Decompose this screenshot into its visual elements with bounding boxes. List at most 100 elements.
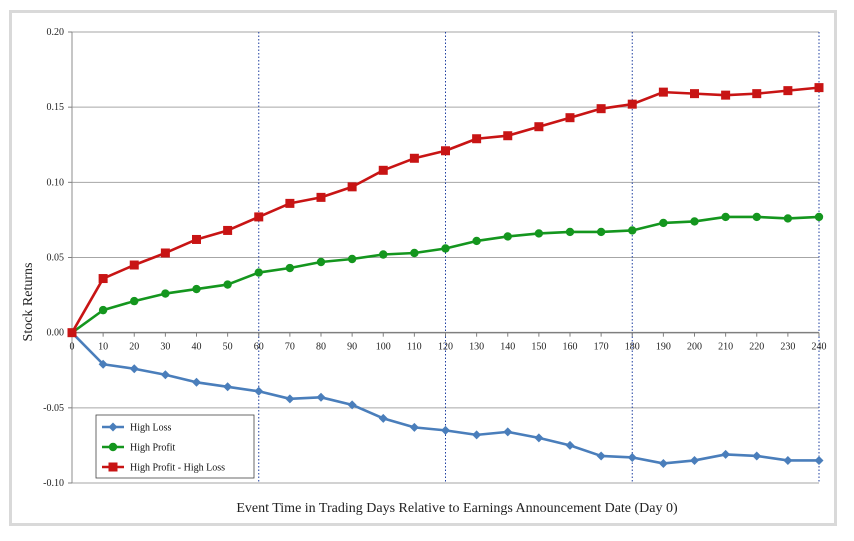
data-point: [503, 131, 513, 141]
data-point: [721, 449, 731, 459]
x-tick-label: 240: [812, 342, 827, 353]
data-point: [316, 192, 326, 202]
data-point: [192, 234, 201, 244]
y-tick-label: -0.05: [43, 403, 64, 414]
data-point: [441, 244, 450, 253]
data-point: [347, 182, 357, 192]
data-point: [223, 280, 232, 289]
data-point: [223, 225, 233, 235]
data-point: [472, 236, 481, 246]
data-point: [285, 394, 295, 404]
data-point: [565, 440, 575, 450]
y-tick-label: 0.20: [47, 27, 65, 38]
x-tick-label: 200: [687, 342, 702, 353]
data-point: [503, 427, 513, 437]
data-point: [627, 99, 637, 109]
data-point: [192, 284, 201, 294]
grid-layer: [72, 31, 820, 484]
data-point: [628, 226, 637, 235]
data-point: [67, 328, 77, 338]
data-point: [596, 227, 606, 237]
x-tick-label: 170: [594, 342, 609, 353]
x-tick-label: 110: [407, 342, 422, 353]
data-point: [690, 217, 699, 226]
data-point: [472, 134, 482, 144]
x-tick-label: 220: [749, 342, 764, 353]
data-point: [783, 86, 793, 96]
x-tick-label: 180: [625, 342, 640, 353]
data-point: [503, 232, 512, 241]
data-point: [472, 430, 482, 440]
data-point: [254, 386, 264, 396]
x-tick-label: 0: [70, 342, 75, 353]
legend-swatch-marker: [108, 442, 118, 452]
data-point: [814, 455, 824, 465]
legend-label: High Profit: [130, 443, 176, 454]
x-tick-label: 50: [223, 342, 233, 353]
data-point: [814, 83, 824, 93]
x-tick-label: 150: [531, 342, 546, 353]
axis-layer: 0.20 0.15 0.10 0.05 0.00 -0.05 -0.10 0 10 20 30 40 5…: [43, 27, 826, 489]
data-point: [659, 218, 668, 228]
x-tick-label: 160: [563, 342, 578, 353]
y-tick-label: -0.10: [43, 478, 64, 489]
data-point: [347, 400, 357, 410]
data-point: [534, 229, 544, 238]
data-point: [285, 263, 295, 273]
series-layer: [67, 83, 824, 468]
data-point: [160, 248, 170, 258]
x-tick-label: 30: [160, 342, 170, 353]
data-point: [129, 260, 139, 270]
x-tick-label: 210: [718, 342, 733, 353]
legend-swatch-marker: [108, 462, 118, 472]
data-point: [565, 113, 575, 123]
legend-label: High Profit - High Loss: [130, 463, 225, 474]
data-point: [316, 392, 326, 402]
data-point: [98, 274, 108, 284]
data-point: [285, 198, 295, 208]
data-point: [658, 458, 668, 468]
data-point: [254, 212, 264, 222]
x-tick-label: 80: [316, 342, 326, 353]
data-point: [814, 212, 824, 222]
data-point: [627, 452, 637, 462]
data-point: [658, 87, 668, 97]
y-tick-label: 0.15: [47, 102, 65, 113]
y-tick-label: 0.00: [47, 328, 65, 339]
data-point: [534, 122, 544, 132]
data-point: [721, 212, 730, 222]
legend-label: High Loss: [130, 423, 172, 434]
data-point: [379, 250, 388, 259]
data-point: [441, 146, 450, 156]
x-tick-label: 120: [438, 342, 453, 353]
data-point: [316, 257, 326, 267]
data-point: [98, 359, 108, 369]
data-point: [565, 227, 575, 237]
data-point: [223, 382, 233, 392]
x-tick-label: 140: [500, 342, 515, 353]
data-point: [129, 364, 139, 374]
data-point: [130, 296, 139, 306]
y-tick-label: 0.10: [47, 177, 65, 188]
data-point: [192, 377, 201, 387]
legend: High Loss High Profit High Profit - High L…: [95, 414, 255, 479]
x-tick-label: 70: [285, 342, 295, 353]
x-tick-label: 100: [376, 342, 391, 353]
data-point: [534, 433, 544, 443]
data-point: [347, 254, 357, 264]
data-point: [254, 268, 263, 277]
data-point: [409, 422, 419, 432]
x-tick-label: 10: [98, 342, 108, 353]
x-tick-label: 20: [129, 342, 139, 353]
data-point: [378, 413, 388, 423]
data-point: [721, 90, 731, 100]
x-tick-label: 190: [656, 342, 671, 353]
legend-swatch-marker: [108, 422, 118, 432]
data-point: [98, 305, 108, 315]
data-point: [596, 451, 606, 461]
x-tick-label: 40: [192, 342, 202, 353]
x-axis-title: Event Time in Trading Days Relative to E…: [236, 501, 678, 516]
data-point: [783, 455, 793, 465]
x-tick-label: 230: [780, 342, 795, 353]
